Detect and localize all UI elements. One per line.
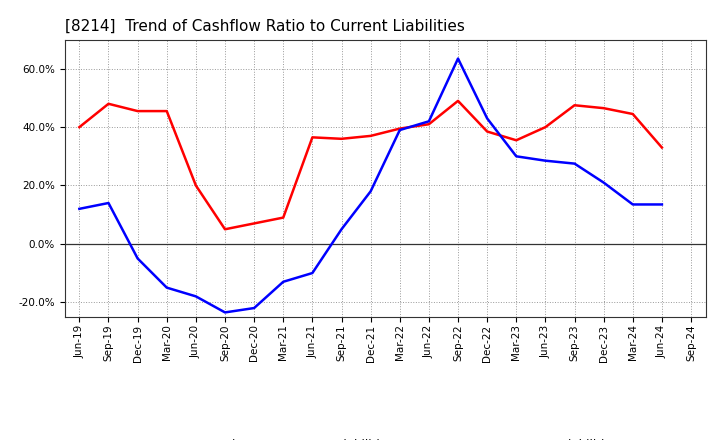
Operating CF to Current Liabilities — [250, 221, 258, 226]
Operating CF to Current Liabilities — [75, 125, 84, 130]
Free CF to Current Liabilities — [133, 256, 142, 261]
Free CF to Current Liabilities — [308, 271, 317, 276]
Operating CF to Current Liabilities — [454, 98, 462, 103]
Free CF to Current Liabilities — [541, 158, 550, 163]
Legend: Operating CF to Current Liabilities, Free CF to Current Liabilities: Operating CF to Current Liabilities, Fre… — [153, 439, 618, 440]
Free CF to Current Liabilities — [629, 202, 637, 207]
Operating CF to Current Liabilities — [629, 111, 637, 117]
Text: [8214]  Trend of Cashflow Ratio to Current Liabilities: [8214] Trend of Cashflow Ratio to Curren… — [65, 19, 464, 34]
Free CF to Current Liabilities — [337, 227, 346, 232]
Free CF to Current Liabilities — [512, 154, 521, 159]
Operating CF to Current Liabilities — [192, 183, 200, 188]
Free CF to Current Liabilities — [599, 180, 608, 185]
Operating CF to Current Liabilities — [570, 103, 579, 108]
Operating CF to Current Liabilities — [220, 227, 229, 232]
Free CF to Current Liabilities — [279, 279, 287, 284]
Free CF to Current Liabilities — [192, 294, 200, 299]
Operating CF to Current Liabilities — [395, 126, 404, 131]
Operating CF to Current Liabilities — [133, 108, 142, 114]
Free CF to Current Liabilities — [104, 200, 113, 205]
Free CF to Current Liabilities — [425, 119, 433, 124]
Operating CF to Current Liabilities — [163, 108, 171, 114]
Operating CF to Current Liabilities — [279, 215, 287, 220]
Free CF to Current Liabilities — [75, 206, 84, 212]
Operating CF to Current Liabilities — [337, 136, 346, 141]
Free CF to Current Liabilities — [163, 285, 171, 290]
Free CF to Current Liabilities — [220, 310, 229, 315]
Operating CF to Current Liabilities — [104, 101, 113, 106]
Line: Operating CF to Current Liabilities: Operating CF to Current Liabilities — [79, 101, 662, 229]
Operating CF to Current Liabilities — [541, 125, 550, 130]
Free CF to Current Liabilities — [657, 202, 666, 207]
Free CF to Current Liabilities — [366, 189, 375, 194]
Line: Free CF to Current Liabilities: Free CF to Current Liabilities — [79, 59, 662, 312]
Free CF to Current Liabilities — [250, 305, 258, 311]
Operating CF to Current Liabilities — [657, 145, 666, 150]
Operating CF to Current Liabilities — [483, 129, 492, 134]
Free CF to Current Liabilities — [483, 116, 492, 121]
Operating CF to Current Liabilities — [366, 133, 375, 139]
Operating CF to Current Liabilities — [599, 106, 608, 111]
Free CF to Current Liabilities — [395, 128, 404, 133]
Operating CF to Current Liabilities — [425, 121, 433, 127]
Operating CF to Current Liabilities — [512, 138, 521, 143]
Operating CF to Current Liabilities — [308, 135, 317, 140]
Free CF to Current Liabilities — [454, 56, 462, 61]
Free CF to Current Liabilities — [570, 161, 579, 166]
